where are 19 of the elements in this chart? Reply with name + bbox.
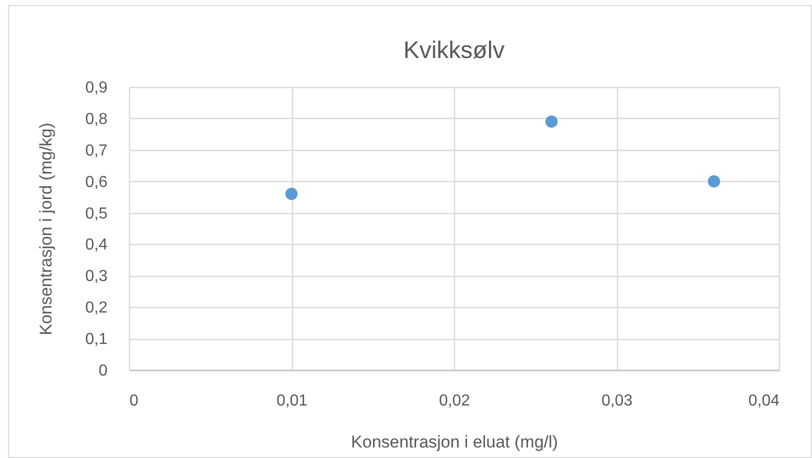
y-tick-label: 0,1: [85, 331, 108, 348]
y-tick-label: 0,8: [85, 110, 108, 128]
y-tick-label: 0,4: [85, 236, 108, 254]
chart-title: Kvikksølv: [403, 37, 505, 64]
y-tick-label: 0,7: [85, 142, 108, 160]
x-tick-label: 0,01: [276, 392, 308, 410]
chart-frame: 0 0,01 0,02 0,03 0,04 Konsentrasjon i eluat (mg/l) 0 0,1 0,2 0,3 0,4 0,5 0,6 0,7 0,8 0,9 Konsentrasjon i jord (mg/kg) Kvikksølv: [8, 5, 812, 458]
x-tick-label: 0,02: [438, 392, 470, 410]
x-tick-label: 0,03: [601, 392, 633, 410]
y-tick-label: 0,2: [85, 300, 108, 317]
x-axis-title: Konsentrasjon i eluat (mg/l): [351, 432, 558, 452]
y-tick-label: 0,6: [85, 174, 108, 191]
y-tick-label: 0,5: [85, 205, 108, 222]
y-axis-title: Konsentrasjon i jord (mg/kg): [36, 122, 56, 336]
y-tick-label: 0,3: [85, 268, 108, 286]
x-tick-label: 0: [130, 392, 138, 410]
y-tick-label: 0,9: [85, 80, 108, 96]
x-tick-label: 0,04: [748, 392, 780, 410]
y-tick-label: 0: [98, 362, 108, 380]
